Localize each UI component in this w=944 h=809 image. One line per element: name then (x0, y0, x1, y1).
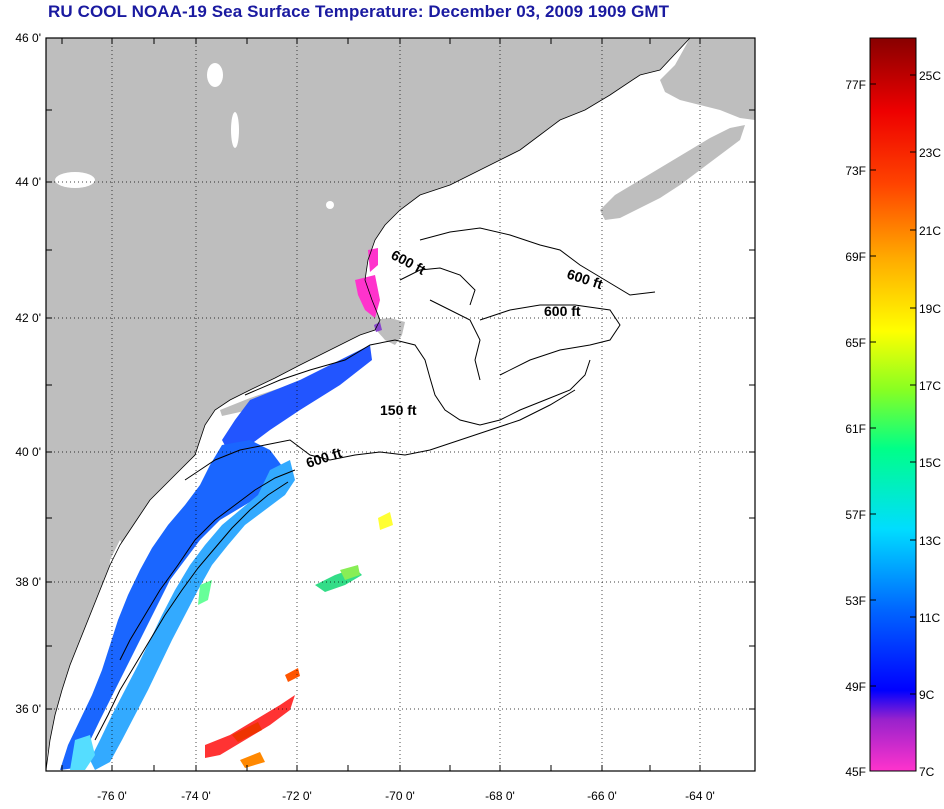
lat-label: 40 0' (15, 445, 41, 459)
lon-label: -74 0' (181, 789, 211, 803)
contour-label: 600 ft (544, 303, 581, 319)
land-nova-scotia (600, 125, 745, 220)
colorbar-f-label: 57F (845, 508, 866, 522)
colorbar-c-label: 11C (919, 611, 940, 625)
land-new-brunswick (660, 38, 755, 120)
map-title: RU COOL NOAA-19 Sea Surface Temperature:… (48, 2, 670, 21)
lon-label: -64 0' (685, 789, 715, 803)
lat-label: 36 0' (15, 702, 41, 716)
colorbar-c-label: 9C (919, 688, 935, 702)
lat-label: 38 0' (15, 575, 41, 589)
colorbar-f-label: 61F (845, 422, 866, 436)
colorbar-f-label: 69F (845, 250, 866, 264)
sst-data-layer (60, 248, 393, 770)
lat-label: 42 0' (15, 311, 41, 325)
colorbar-f-label: 45F (845, 765, 866, 779)
lon-label: -66 0' (587, 789, 617, 803)
lon-ticks (61, 38, 701, 771)
lake (231, 112, 239, 148)
colorbar-f-label: 77F (845, 78, 866, 92)
contour-label: 150 ft (380, 402, 417, 418)
colorbar-c-label: 13C (919, 534, 941, 548)
coastline (46, 38, 691, 771)
lon-label: -68 0' (485, 789, 515, 803)
lon-label: -76 0' (97, 789, 127, 803)
lat-ticks (46, 37, 755, 710)
colorbar-f-label: 53F (845, 594, 866, 608)
colorbar-c-label: 21C (919, 224, 941, 238)
colorbar-f-label: 65F (845, 336, 866, 350)
land-us-northeast (46, 38, 690, 760)
chesapeake-bay (102, 540, 128, 660)
colorbar-f-label: 49F (845, 680, 866, 694)
lat-label: 44 0' (15, 175, 41, 189)
colorbar-c-label: 15C (919, 456, 941, 470)
colorbar (869, 37, 917, 772)
lake (207, 63, 223, 87)
colorbar-f-ticks (870, 74, 916, 695)
lat-label: 46 0' (15, 31, 41, 45)
colorbar-f-label: 73F (845, 164, 866, 178)
lon-label: -70 0' (385, 789, 415, 803)
colorbar-c-label: 19C (919, 302, 941, 316)
colorbar-c-label: 23C (919, 146, 941, 160)
colorbar-c-label: 7C (919, 765, 935, 779)
colorbar-c-label: 25C (919, 69, 941, 83)
colorbar-c-label: 17C (919, 379, 941, 393)
lake (326, 201, 334, 209)
lon-label: -72 0' (282, 789, 312, 803)
lake (55, 172, 95, 188)
